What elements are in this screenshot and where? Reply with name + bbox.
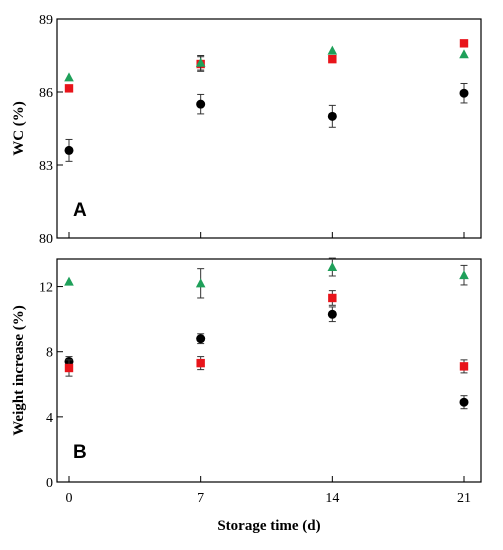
y-tick-label: 12 [39,281,53,296]
y-tick-label: 83 [39,159,53,174]
data-point-circle [459,397,469,407]
plot-frame [56,18,482,239]
data-point-square [328,293,337,303]
x-tick-label: 14 [325,491,339,506]
data-point-triangle [459,270,469,280]
x-tick-label: 7 [197,491,204,506]
panel-label: A [73,200,87,221]
data-point-circle [196,334,206,344]
data-point-circle [196,99,206,109]
data-point-triangle [327,262,338,272]
data-point-circle [327,111,337,121]
plot-frame [56,258,482,483]
series-triangle [64,257,469,299]
data-point-circle [459,88,469,98]
data-point-square [328,54,337,64]
y-axis-title: WC (%) [11,101,27,156]
panel-B: 0 4 8 12 0 7 14 21 Weight increase (%) Storage ti… [11,257,482,534]
data-point-circle [64,145,74,155]
data-point-square [64,363,74,373]
x-tick-label: 21 [457,491,471,506]
series-circle [64,82,469,162]
data-point-triangle [459,49,469,59]
data-point-triangle [195,57,206,67]
panel-A: 80 83 86 89 WC (%) A [11,13,482,247]
series-triangle [64,45,469,82]
y-tick-label: 80 [39,232,53,247]
x-tick-label: 0 [66,491,73,506]
y-tick-label: 0 [46,476,53,491]
data-point-circle [327,309,337,319]
y-tick-label: 8 [46,346,53,361]
data-point-square [459,39,469,48]
data-point-square [459,362,469,371]
series-square [64,39,469,93]
series-square [64,290,469,377]
y-axis-title: Weight increase (%) [11,305,27,436]
data-point-triangle [327,45,338,55]
x-axis-title: Storage time (d) [217,518,320,534]
data-point-triangle [195,278,206,288]
series-circle [64,306,469,410]
y-tick-label: 4 [46,411,53,426]
data-point-square [64,84,74,93]
y-tick-label: 89 [39,13,53,28]
y-tick-label: 86 [39,86,53,101]
data-point-square [196,358,205,368]
data-point-triangle [64,72,74,82]
panel-label: B [73,442,87,463]
data-point-triangle [64,276,74,286]
